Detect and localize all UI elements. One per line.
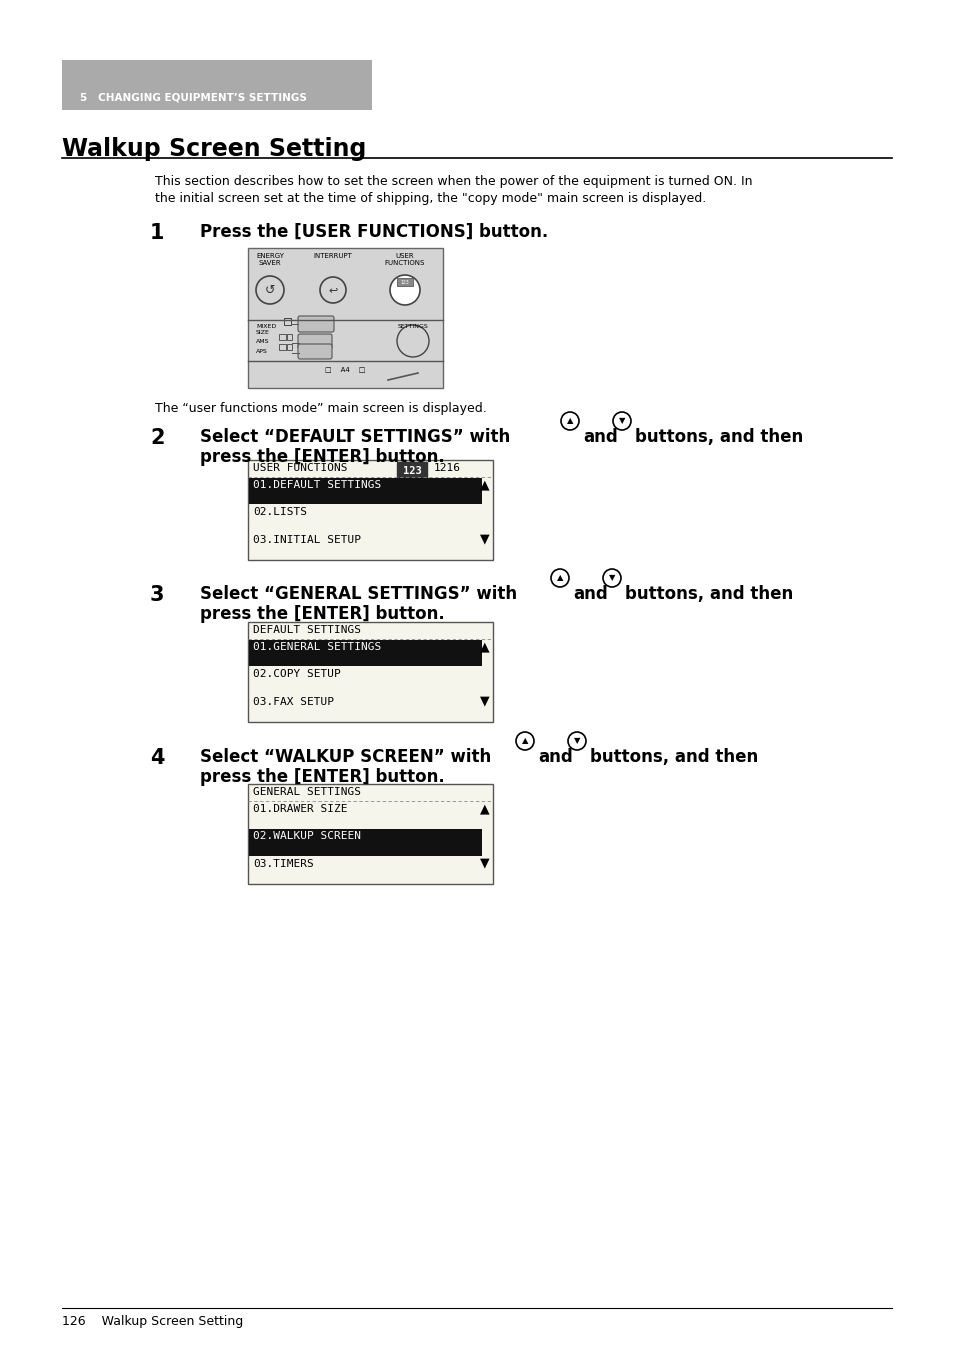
Text: Select “GENERAL SETTINGS” with: Select “GENERAL SETTINGS” with — [200, 585, 517, 603]
Text: 02.WALKUP SCREEN: 02.WALKUP SCREEN — [253, 831, 360, 842]
Text: buttons, and then: buttons, and then — [635, 428, 802, 446]
Text: ▲: ▲ — [479, 478, 489, 490]
Text: ▲: ▲ — [557, 574, 562, 582]
Text: press the [ENTER] button.: press the [ENTER] button. — [200, 605, 444, 623]
FancyBboxPatch shape — [249, 478, 481, 504]
Text: □    A4    □: □ A4 □ — [324, 366, 365, 372]
FancyBboxPatch shape — [297, 316, 334, 332]
Text: 123: 123 — [400, 280, 409, 285]
Text: ▼: ▼ — [618, 416, 624, 426]
FancyBboxPatch shape — [297, 334, 332, 349]
Text: ↩: ↩ — [328, 285, 337, 295]
FancyBboxPatch shape — [248, 459, 493, 561]
Text: press the [ENTER] button.: press the [ENTER] button. — [200, 449, 444, 466]
Text: ▲: ▲ — [479, 640, 489, 653]
Text: Select “DEFAULT SETTINGS” with: Select “DEFAULT SETTINGS” with — [200, 428, 510, 446]
FancyBboxPatch shape — [248, 249, 442, 388]
Text: 01.DRAWER SIZE: 01.DRAWER SIZE — [253, 804, 347, 815]
Text: Walkup Screen Setting: Walkup Screen Setting — [62, 136, 366, 161]
Text: ENERGY
SAVER: ENERGY SAVER — [255, 253, 284, 266]
Text: ▼: ▼ — [479, 694, 489, 708]
Text: Select “WALKUP SCREEN” with: Select “WALKUP SCREEN” with — [200, 748, 491, 766]
FancyBboxPatch shape — [396, 278, 413, 286]
Text: ↺: ↺ — [265, 284, 275, 296]
FancyBboxPatch shape — [297, 345, 332, 359]
Text: buttons, and then: buttons, and then — [589, 748, 758, 766]
Text: USER
FUNCTIONS: USER FUNCTIONS — [384, 253, 425, 266]
Text: 4: 4 — [150, 748, 164, 767]
Text: and: and — [582, 428, 618, 446]
Text: ▼: ▼ — [608, 574, 615, 582]
Text: 123: 123 — [402, 466, 421, 476]
Text: ▲: ▲ — [521, 736, 528, 746]
Circle shape — [319, 277, 346, 303]
Text: INTERRUPT: INTERRUPT — [314, 253, 352, 259]
Text: The “user functions mode” main screen is displayed.: The “user functions mode” main screen is… — [154, 403, 486, 415]
Text: 02.LISTS: 02.LISTS — [253, 508, 307, 517]
Text: ▼: ▼ — [479, 532, 489, 546]
Text: ▼: ▼ — [573, 736, 579, 746]
Text: and: and — [573, 585, 607, 603]
Text: 1216: 1216 — [434, 463, 460, 473]
Circle shape — [390, 276, 419, 305]
Text: GENERAL SETTINGS: GENERAL SETTINGS — [253, 788, 360, 797]
Text: 03.FAX SETUP: 03.FAX SETUP — [253, 697, 334, 707]
FancyBboxPatch shape — [248, 784, 493, 884]
Text: 02.COPY SETUP: 02.COPY SETUP — [253, 669, 340, 680]
FancyBboxPatch shape — [396, 462, 427, 478]
Text: 126    Walkup Screen Setting: 126 Walkup Screen Setting — [62, 1315, 243, 1328]
Text: SETTINGS: SETTINGS — [397, 324, 428, 330]
Text: and: and — [537, 748, 572, 766]
Text: 2: 2 — [150, 428, 164, 449]
Circle shape — [396, 326, 429, 357]
Text: 5   CHANGING EQUIPMENT’S SETTINGS: 5 CHANGING EQUIPMENT’S SETTINGS — [80, 92, 307, 101]
Text: 01.GENERAL SETTINGS: 01.GENERAL SETTINGS — [253, 642, 381, 653]
Circle shape — [255, 276, 284, 304]
Text: ▼: ▼ — [479, 857, 489, 870]
Text: buttons, and then: buttons, and then — [624, 585, 792, 603]
Text: 01.DEFAULT SETTINGS: 01.DEFAULT SETTINGS — [253, 480, 381, 490]
Text: AMS: AMS — [255, 339, 269, 345]
FancyBboxPatch shape — [249, 830, 481, 855]
Text: press the [ENTER] button.: press the [ENTER] button. — [200, 767, 444, 786]
Text: DEFAULT SETTINGS: DEFAULT SETTINGS — [253, 626, 360, 635]
Text: 03.INITIAL SETUP: 03.INITIAL SETUP — [253, 535, 360, 544]
Text: ▲: ▲ — [566, 416, 573, 426]
Text: 1: 1 — [150, 223, 164, 243]
Text: APS: APS — [255, 349, 268, 354]
Text: ▲: ▲ — [479, 802, 489, 815]
Text: 3: 3 — [150, 585, 164, 605]
Text: USER FUNCTIONS: USER FUNCTIONS — [253, 463, 347, 473]
FancyBboxPatch shape — [248, 621, 493, 721]
FancyBboxPatch shape — [249, 640, 481, 666]
Text: MIXED
SIZE: MIXED SIZE — [255, 324, 276, 335]
Text: 03.TIMERS: 03.TIMERS — [253, 859, 314, 869]
FancyBboxPatch shape — [62, 59, 372, 109]
Text: Press the [USER FUNCTIONS] button.: Press the [USER FUNCTIONS] button. — [200, 223, 548, 240]
Text: This section describes how to set the screen when the power of the equipment is : This section describes how to set the sc… — [154, 176, 752, 205]
